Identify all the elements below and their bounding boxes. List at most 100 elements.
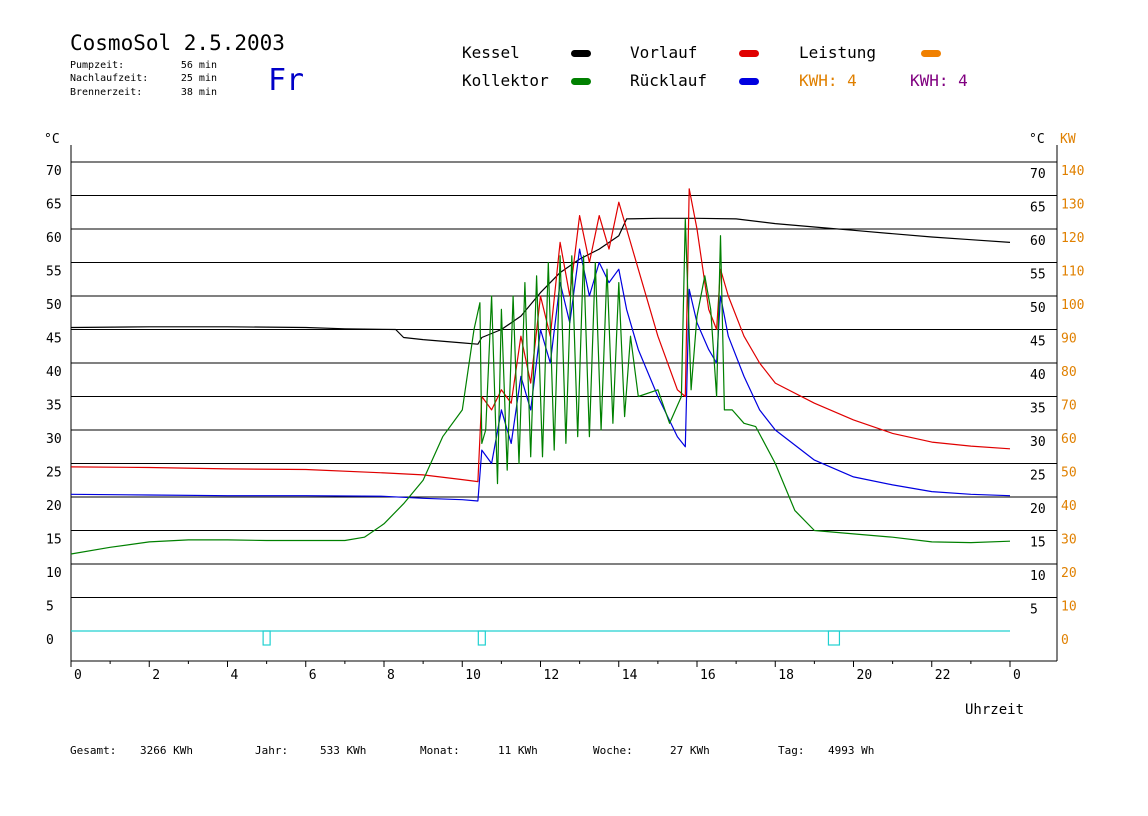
x-tick-label: 2: [152, 668, 160, 683]
y-tick-label-right: 20: [1030, 502, 1046, 517]
kw-tick-label: 60: [1061, 432, 1077, 447]
pump-marker: [477, 630, 486, 646]
x-tick-label: 8: [387, 668, 395, 683]
kw-tick-label: 120: [1061, 231, 1084, 246]
legend-label-kessel: Kessel: [462, 43, 520, 62]
x-tick-label: 14: [622, 668, 638, 683]
y-tick-label-left: 10: [46, 566, 62, 581]
y-tick-label-left: 20: [46, 499, 62, 514]
legend-label-kollektor: Kollektor: [462, 71, 549, 90]
y-tick-label-left: 45: [46, 332, 62, 347]
kw-tick-label: 10: [1061, 600, 1077, 615]
y-tick-label-right: 40: [1030, 368, 1046, 383]
footer-label-tag: Tag:: [778, 744, 805, 757]
y-tick-label-left: 65: [46, 198, 62, 213]
kwh-orange-label: KWH: 4: [799, 71, 857, 90]
legend-swatch-kessel: [571, 50, 591, 57]
series-line-kessel: [70, 217, 1011, 345]
legend-label-vorlauf: Vorlauf: [630, 43, 697, 62]
footer-value-gesamt: 3266 KWh: [140, 744, 193, 757]
y-tick-label-left: 5: [46, 600, 54, 615]
x-tick-label: 16: [700, 668, 716, 683]
series-lines: [70, 188, 1011, 555]
legend-label-leistung: Leistung: [799, 43, 876, 62]
y-axis-unit-left: °C: [44, 132, 60, 147]
kw-tick-label: 100: [1061, 298, 1084, 313]
x-tick-label: 22: [935, 668, 951, 683]
y-tick-label-left: 60: [46, 231, 62, 246]
legend-swatch-vorlauf: [739, 50, 759, 57]
grid-lines: [70, 145, 1058, 662]
x-axis-label: Uhrzeit: [965, 702, 1024, 718]
kw-tick-label: 50: [1061, 466, 1077, 481]
footer-label-gesamt: Gesamt:: [70, 744, 116, 757]
legend-swatch-leistung: [921, 50, 941, 57]
stat-label-brennerzeit: Brennerzeit:: [70, 87, 142, 98]
x-tick-label: 18: [778, 668, 794, 683]
y-tick-label-left: 40: [46, 365, 62, 380]
legend-swatch-ruecklauf: [739, 78, 759, 85]
x-tick-label: 20: [857, 668, 873, 683]
kw-tick-label: 70: [1061, 399, 1077, 414]
series-line-rücklauf: [70, 248, 1011, 502]
stat-label-nachlaufzeit: Nachlaufzeit:: [70, 73, 148, 84]
footer-value-monat: 11 KWh: [498, 744, 538, 757]
y-tick-label-right: 45: [1030, 335, 1046, 350]
y-tick-label-left: 0: [46, 633, 54, 648]
stat-label-pumpzeit: Pumpzeit:: [70, 60, 124, 71]
y-tick-label-right: 25: [1030, 469, 1046, 484]
x-tick-label: 10: [465, 668, 481, 683]
kw-tick-label: 110: [1061, 265, 1084, 280]
footer-label-monat: Monat:: [420, 744, 460, 757]
y-tick-label-left: 35: [46, 399, 62, 414]
y-tick-label-left: 70: [46, 164, 62, 179]
y-tick-label-right: 5: [1030, 603, 1038, 618]
x-tick-labels: 0 2 4 6 8 10 12 14 16 18 20 22 0: [70, 661, 1021, 683]
x-tick-label: 4: [231, 668, 239, 683]
footer-label-jahr: Jahr:: [255, 744, 288, 757]
kw-tick-label: 30: [1061, 533, 1077, 548]
footer-value-tag: 4993 Wh: [828, 744, 874, 757]
legend-label-ruecklauf: Rücklauf: [630, 71, 707, 90]
kw-tick-label: 0: [1061, 633, 1069, 648]
y-tick-label-right: 50: [1030, 301, 1046, 316]
legend: Kessel Vorlauf Leistung Kollektor Rückla…: [462, 43, 968, 90]
series-line-kollektor: [70, 218, 1011, 555]
footer-totals: Gesamt: 3266 KWh Jahr: 533 KWh Monat: 11…: [70, 744, 874, 757]
kwh-purple-label: KWH: 4: [910, 71, 968, 90]
pump-marker: [827, 630, 841, 646]
stat-value-brennerzeit: 38 min: [181, 87, 217, 98]
x-tick-label: 6: [309, 668, 317, 683]
y-tick-label-left: 50: [46, 298, 62, 313]
kw-tick-label: 40: [1061, 499, 1077, 514]
series-line-vorlauf: [70, 188, 1011, 483]
footer-label-woche: Woche:: [593, 744, 633, 757]
footer-value-jahr: 533 KWh: [320, 744, 366, 757]
y-tick-label-left: 15: [46, 533, 62, 548]
y-tick-label-right: 10: [1030, 569, 1046, 584]
y-tick-label-left: 55: [46, 265, 62, 280]
stat-value-nachlaufzeit: 25 min: [181, 73, 217, 84]
footer-value-woche: 27 KWh: [670, 744, 710, 757]
y-tick-label-right: 55: [1030, 268, 1046, 283]
pump-markers: [262, 630, 841, 646]
y-tick-label-right: 15: [1030, 536, 1046, 551]
kw-tick-label: 90: [1061, 332, 1077, 347]
y-tick-label-right: 30: [1030, 435, 1046, 450]
pump-marker: [262, 630, 271, 646]
kw-axis-unit: KW: [1060, 132, 1076, 147]
y-axis-unit-right: °C: [1029, 132, 1045, 147]
kw-tick-label: 20: [1061, 566, 1077, 581]
day-label: Fr: [268, 63, 304, 98]
x-tick-label: 0: [74, 668, 82, 683]
kw-tick-label: 140: [1061, 164, 1084, 179]
chart-title: CosmoSol 2.5.2003: [70, 31, 285, 55]
x-tick-label: 12: [544, 668, 560, 683]
x-tick-label: 0: [1013, 668, 1021, 683]
y-tick-label-left: 25: [46, 466, 62, 481]
kw-tick-label: 130: [1061, 198, 1084, 213]
kw-tick-label: 80: [1061, 365, 1077, 380]
